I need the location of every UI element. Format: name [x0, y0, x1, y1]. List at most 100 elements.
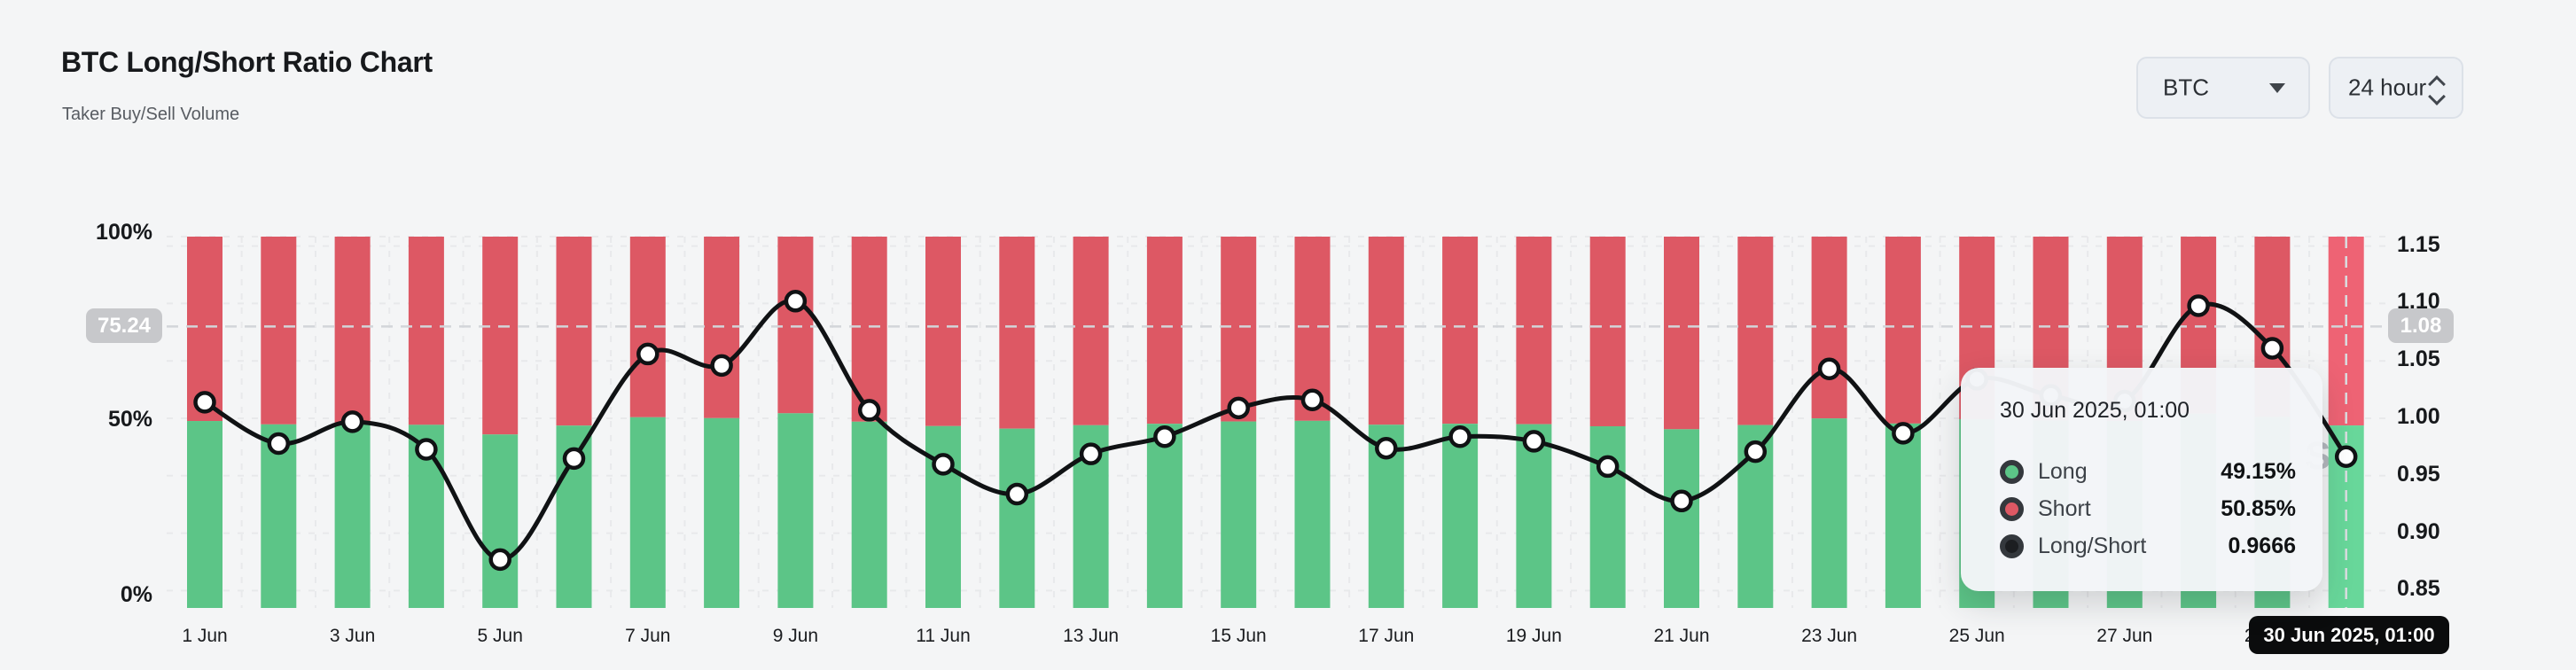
left-axis-tick-50%: 50%: [107, 407, 152, 432]
left-axis-tick-0%: 0%: [120, 582, 152, 607]
ratio-point-3-jun[interactable]: [340, 410, 364, 433]
series-bullet-icon: [2000, 459, 2024, 484]
bar-short-13-jun[interactable]: [1073, 237, 1109, 425]
x-axis-tick-15-jun: 15 Jun: [1210, 626, 1267, 646]
ratio-point-5-jun[interactable]: [488, 548, 511, 572]
bar-long-24-jun[interactable]: [1885, 423, 1921, 608]
bar-long-10-jun[interactable]: [851, 421, 887, 608]
series-bullet-icon: [2000, 534, 2024, 558]
tooltip-row-label: Long: [2038, 458, 2088, 484]
ratio-point-24-jun[interactable]: [1892, 422, 1915, 445]
bar-short-9-jun[interactable]: [777, 237, 814, 414]
chart-tooltip: 30 Jun 2025, 01:00 Long 49.15% Short 50.85%…: [1961, 368, 2322, 591]
bar-short-2-jun[interactable]: [261, 237, 297, 425]
bar-long-15-jun[interactable]: [1221, 421, 1257, 608]
ratio-point-8-jun[interactable]: [710, 354, 733, 378]
ratio-point-17-jun[interactable]: [1375, 436, 1398, 460]
ratio-point-18-jun[interactable]: [1448, 425, 1471, 448]
ratio-point-7-jun[interactable]: [636, 342, 660, 366]
bar-long-23-jun[interactable]: [1811, 418, 1847, 608]
bar-long-12-jun[interactable]: [999, 428, 1035, 608]
bar-short-15-jun[interactable]: [1221, 237, 1257, 422]
bar-short-14-jun[interactable]: [1146, 237, 1183, 425]
bar-long-14-jun[interactable]: [1146, 424, 1183, 608]
series-bullet-icon: [2000, 496, 2024, 521]
interval-select[interactable]: 24 hour: [2329, 57, 2463, 119]
bar-long-5-jun[interactable]: [482, 434, 519, 608]
ratio-point-20-jun[interactable]: [1596, 455, 1620, 479]
ratio-point-9-jun[interactable]: [784, 290, 808, 313]
bar-long-21-jun[interactable]: [1664, 429, 1699, 608]
bar-short-21-jun[interactable]: [1664, 237, 1699, 430]
page-title: BTC Long/Short Ratio Chart: [61, 46, 433, 78]
x-axis-tick-3-jun: 3 Jun: [329, 626, 376, 646]
bar-short-1-jun[interactable]: [187, 237, 222, 422]
x-axis-tick-5-jun: 5 Jun: [477, 626, 523, 646]
ratio-point-29-jun[interactable]: [2260, 337, 2284, 360]
x-axis-tick-1-jun: 1 Jun: [182, 626, 228, 646]
bar-short-4-jun[interactable]: [408, 237, 444, 425]
tooltip-row-value: 50.85%: [2221, 495, 2296, 521]
bar-long-1-jun[interactable]: [187, 421, 222, 608]
bar-short-3-jun[interactable]: [334, 237, 371, 423]
bar-long-3-jun[interactable]: [334, 422, 371, 608]
tooltip-row-long: Long 49.15%: [2000, 453, 2296, 490]
ratio-point-4-jun[interactable]: [415, 438, 438, 461]
symbol-select-value: BTC: [2163, 74, 2209, 101]
ratio-point-13-jun[interactable]: [1079, 442, 1103, 465]
ratio-point-15-jun[interactable]: [1227, 396, 1250, 420]
right-axis-tick-0.95: 0.95: [2397, 461, 2440, 487]
ratio-point-19-jun[interactable]: [1522, 430, 1546, 453]
x-axis-tick-7-jun: 7 Jun: [625, 626, 671, 646]
bar-short-24-jun[interactable]: [1885, 237, 1921, 424]
ratio-point-12-jun[interactable]: [1005, 482, 1029, 506]
bar-short-19-jun[interactable]: [1516, 237, 1552, 425]
x-axis-tick-25-jun: 25 Jun: [1948, 626, 2005, 646]
x-axis-tick-17-jun: 17 Jun: [1358, 626, 1415, 646]
crosshair-right-badge: 1.08: [2388, 308, 2454, 343]
right-axis-tick-0.85: 0.85: [2397, 576, 2440, 602]
bar-long-18-jun[interactable]: [1442, 424, 1479, 608]
x-axis-tick-19-jun: 19 Jun: [1505, 626, 1562, 646]
bar-long-9-jun[interactable]: [777, 413, 814, 608]
ratio-point-30-jun[interactable]: [2334, 445, 2358, 469]
bar-short-22-jun[interactable]: [1737, 237, 1774, 425]
bar-short-6-jun[interactable]: [556, 237, 592, 426]
ratio-point-28-jun[interactable]: [2187, 294, 2210, 317]
tooltip-row-value: 49.15%: [2221, 458, 2296, 484]
x-axis-tick-23-jun: 23 Jun: [1801, 626, 1858, 646]
right-axis-tick-0.90: 0.90: [2397, 518, 2440, 544]
crosshair-date-badge: 30 Jun 2025, 01:00: [2249, 616, 2449, 654]
ratio-point-6-jun[interactable]: [562, 447, 586, 471]
bar-long-19-jun[interactable]: [1516, 424, 1552, 608]
right-axis-tick-1.05: 1.05: [2397, 347, 2440, 372]
bar-short-17-jun[interactable]: [1368, 237, 1404, 425]
bar-short-5-jun[interactable]: [482, 237, 519, 435]
symbol-select[interactable]: BTC: [2136, 57, 2310, 119]
page-subtitle: Taker Buy/Sell Volume: [62, 105, 240, 124]
bar-short-12-jun[interactable]: [999, 237, 1035, 429]
ratio-point-14-jun[interactable]: [1153, 425, 1176, 448]
ratio-point-11-jun[interactable]: [932, 453, 955, 476]
bar-long-8-jun[interactable]: [704, 417, 740, 608]
x-axis-tick-27-jun: 27 Jun: [2096, 626, 2153, 646]
ratio-point-21-jun[interactable]: [1670, 489, 1693, 513]
crosshair-left-badge: 75.24: [86, 308, 162, 343]
bar-long-2-jun[interactable]: [261, 424, 297, 608]
bar-short-18-jun[interactable]: [1442, 237, 1479, 425]
ratio-point-2-jun[interactable]: [267, 432, 291, 456]
ratio-point-1-jun[interactable]: [193, 391, 216, 414]
x-axis-tick-11-jun: 11 Jun: [916, 626, 971, 646]
ratio-point-23-jun[interactable]: [1817, 357, 1841, 381]
ratio-point-22-jun[interactable]: [1744, 440, 1768, 464]
bar-long-20-jun[interactable]: [1589, 425, 1626, 608]
right-axis-tick-1.15: 1.15: [2397, 231, 2440, 257]
chevron-down-icon: [2269, 83, 2285, 93]
bar-short-11-jun[interactable]: [925, 237, 961, 426]
bar-long-16-jun[interactable]: [1294, 420, 1331, 608]
right-axis-tick-1.00: 1.00: [2397, 404, 2440, 429]
ratio-point-10-jun[interactable]: [857, 399, 881, 422]
bar-long-7-jun[interactable]: [629, 417, 666, 608]
ratio-point-16-jun[interactable]: [1300, 388, 1324, 412]
bar-short-20-jun[interactable]: [1589, 237, 1626, 426]
